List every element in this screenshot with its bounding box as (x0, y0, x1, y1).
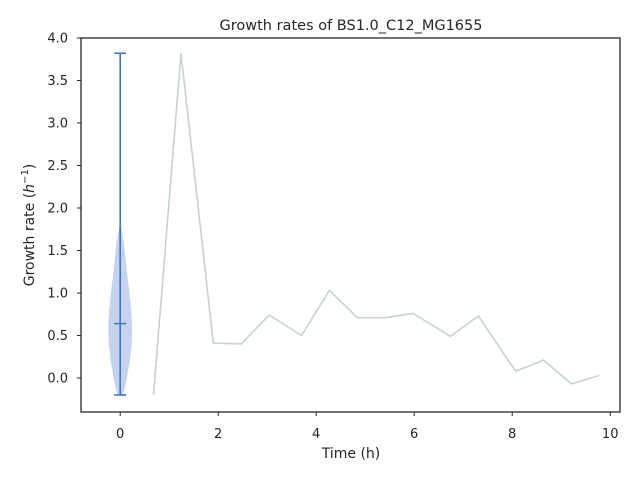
x-tick-label: 4 (312, 427, 320, 442)
y-tick-label: 3.5 (47, 74, 68, 89)
y-tick-label: 1.5 (47, 244, 68, 259)
y-tick-label: 2.0 (47, 202, 68, 217)
y-tick-label: 4.0 (47, 32, 68, 47)
x-axis-label: Time (h) (321, 446, 381, 462)
y-tick-label: 0.0 (47, 372, 68, 387)
x-tick-label: 2 (214, 427, 222, 442)
plot-frame (80, 37, 621, 413)
y-axis-label: Growth rate (h−1) (20, 164, 38, 287)
series-line-0 (152, 52, 600, 396)
y-tick-label: 0.5 (47, 329, 68, 344)
x-tick-label: 8 (508, 427, 516, 442)
y-tick-label: 1.0 (47, 287, 68, 302)
chart-title: Growth rates of BS1.0_C12_MG1655 (220, 18, 483, 34)
y-tick-label: 3.0 (47, 117, 68, 132)
x-tick-label: 6 (410, 427, 418, 442)
x-tick-label: 10 (602, 427, 619, 442)
x-tick-label: 0 (116, 427, 124, 442)
y-tick-label: 2.5 (47, 159, 68, 174)
